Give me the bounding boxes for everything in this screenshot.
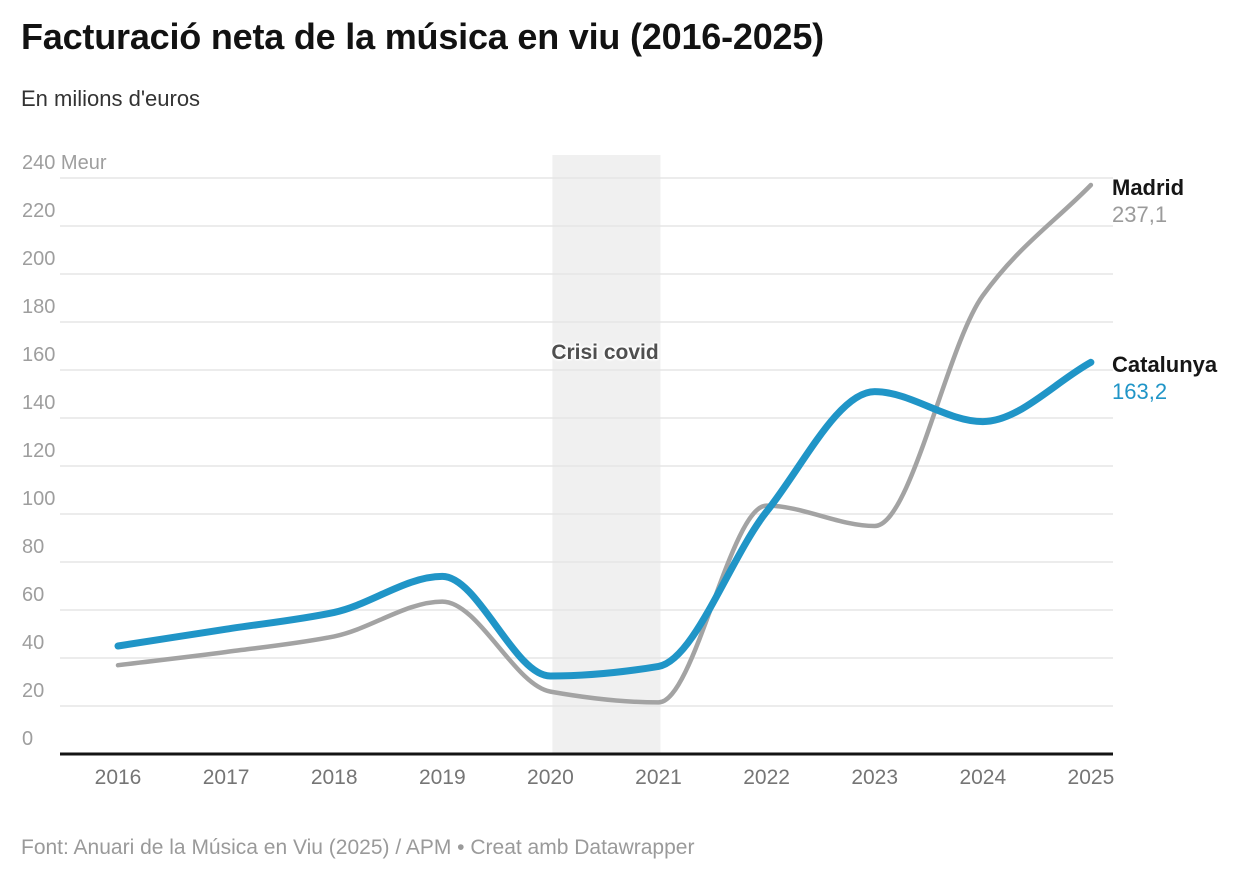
x-axis-tick-label: 2018 [310,766,358,789]
x-axis-tick-label: 2023 [851,766,899,789]
x-axis-tick-label: 2021 [635,766,682,789]
series-label-madrid: Madrid 237,1 [1112,174,1184,228]
y-axis-tick-label: 80 [22,536,45,558]
x-axis-tick-label: 2022 [743,766,790,789]
y-axis-tick-label: 120 [22,440,56,462]
y-axis-tick-label: 100 [22,488,56,510]
x-axis-tick-label: 2019 [418,766,466,789]
y-axis-tick-label: 200 [22,248,56,270]
covid-band [552,155,661,754]
y-axis-tick-label: 240 Meur [22,152,107,174]
x-axis-tick-label: 2025 [1067,766,1115,789]
page-title: Facturació neta de la música en viu (201… [21,16,824,57]
series-label-catalunya: Catalunya 163,2 [1112,351,1217,405]
x-axis-tick-label: 2020 [527,766,574,789]
y-axis-tick-label: 220 [22,200,56,222]
y-axis-tick-label: 20 [22,680,45,702]
y-axis-tick-label: 180 [22,296,56,318]
y-axis-tick-label: 40 [22,632,45,654]
series-line-madrid [115,182,1094,705]
series-end-value: 237,1 [1112,201,1168,227]
y-axis-tick-label: 0 [22,728,34,750]
x-axis-tick-label: 2017 [202,766,250,789]
y-axis-tick-label: 60 [22,584,45,606]
x-axis-tick-label: 2016 [94,766,142,789]
chart-attribution: Font: Anuari de la Música en Viu (2025) … [21,836,695,859]
y-axis-tick-label: 160 [22,344,56,366]
covid-band-label: Crisi covid [551,341,659,364]
y-axis-tick-label: 140 [22,392,56,414]
series-name: Madrid [1112,174,1185,200]
series-name: Catalunya [1112,352,1218,378]
series-line-catalunya [114,358,1095,680]
series-end-value: 163,2 [1112,379,1168,405]
x-axis-tick-label: 2024 [959,766,1007,789]
page-subtitle: En milions d'euros [21,86,201,111]
